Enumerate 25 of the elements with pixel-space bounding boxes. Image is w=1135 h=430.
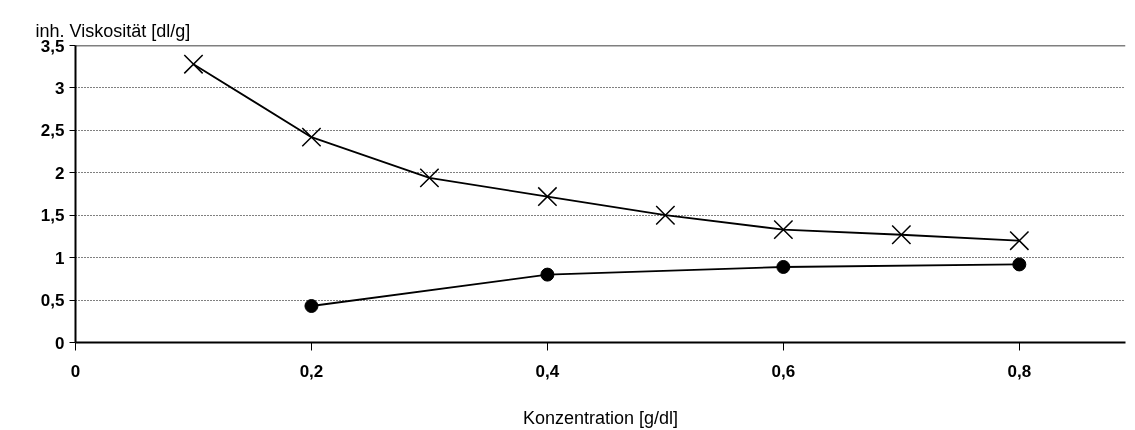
- point: [1012, 257, 1027, 272]
- point: [301, 127, 322, 148]
- y-tick-label: 0,5: [40, 291, 65, 311]
- point: [183, 54, 204, 75]
- x-tick-label: 0: [70, 361, 81, 381]
- point: [655, 205, 676, 226]
- point: [537, 186, 558, 207]
- x-tick-label: 0,8: [1007, 361, 1032, 381]
- point: [1009, 230, 1030, 251]
- x-tick-label: 0,2: [299, 361, 324, 381]
- point: [419, 167, 440, 188]
- point: [540, 267, 555, 282]
- y-tick-label: 1,5: [40, 206, 65, 226]
- x-tick-label: 0,6: [771, 361, 796, 381]
- point: [304, 299, 319, 313]
- point: [773, 219, 794, 240]
- x-tick-label: 0,4: [535, 361, 560, 381]
- y-tick-label: 2,5: [40, 121, 65, 141]
- y-tick-label: 2: [55, 163, 65, 183]
- point: [776, 259, 791, 274]
- y-tick-label: 1: [55, 248, 65, 268]
- x-axis-title: Konzentration [g/dl]: [522, 407, 679, 428]
- y-tick-label: 3: [55, 78, 65, 98]
- y-tick-label: 0: [55, 333, 65, 353]
- point: [891, 224, 912, 245]
